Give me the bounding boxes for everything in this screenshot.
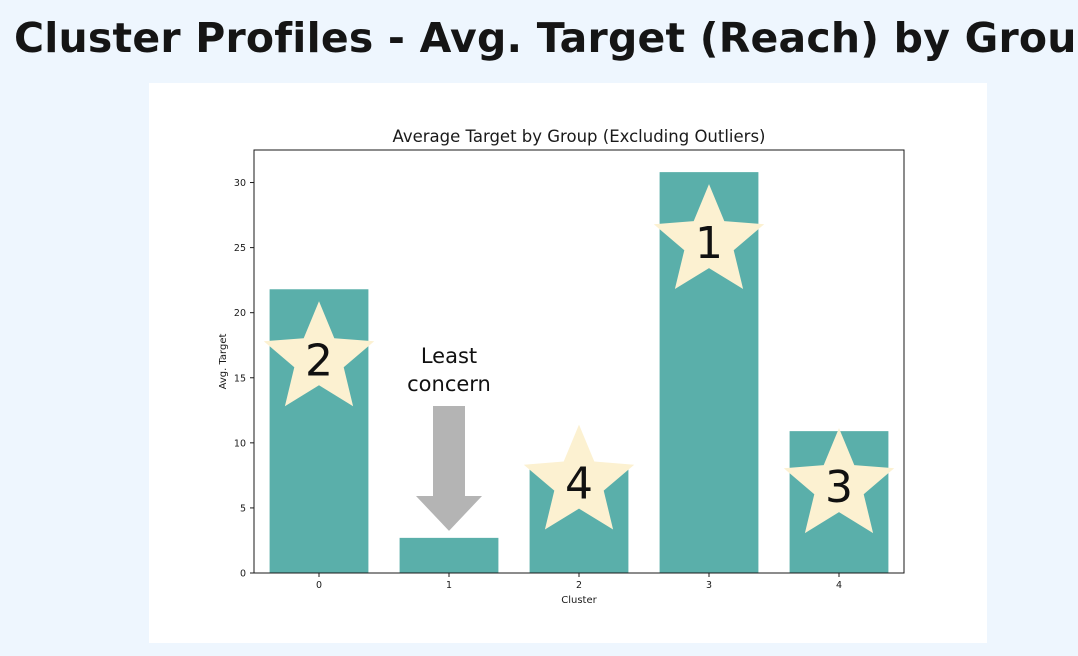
bars-layer: [269, 172, 889, 573]
rank-star-cluster-3: [653, 184, 765, 289]
rank-label-cluster-3: 1: [695, 218, 723, 269]
y-tick-label: 10: [234, 438, 246, 449]
y-tick-label: 20: [234, 308, 246, 319]
bar-chart: 2 4 1 3 Least concern 0 5 10 15 20 25 30 0 1 2 3 4 Avera…: [218, 127, 905, 606]
y-tick-label: 5: [240, 503, 246, 514]
x-tick-label: 0: [316, 580, 322, 591]
x-tick-label: 3: [706, 580, 712, 591]
x-axis-label: Cluster: [561, 595, 597, 606]
annotations-layer: 2 4 1 3 Least concern: [263, 184, 895, 534]
y-tick-label: 30: [234, 178, 246, 189]
slide-title: Cluster Profiles - Avg. Target (Reach) b…: [14, 14, 1078, 62]
down-arrow-icon: [416, 406, 482, 531]
y-tick-label: 15: [234, 373, 246, 384]
callout-text-line: concern: [407, 372, 491, 396]
y-axis-label: Avg. Target: [218, 334, 229, 390]
rank-star-cluster-0: [263, 301, 375, 407]
rank-label-cluster-2: 4: [565, 459, 593, 510]
rank-label-cluster-4: 3: [825, 462, 853, 513]
rank-star-cluster-2: [523, 424, 635, 530]
x-tick-label: 4: [836, 580, 842, 591]
axes-layer: 0 5 10 15 20 25 30 0 1 2 3 4: [234, 178, 842, 591]
rank-star-cluster-4: [783, 428, 895, 534]
x-tick-label: 2: [576, 580, 582, 591]
rank-label-cluster-0: 2: [305, 335, 333, 386]
x-tick-label: 1: [446, 580, 452, 591]
y-tick-label: 25: [234, 243, 246, 254]
callout-text-line: Least: [421, 344, 477, 368]
y-tick-label: 0: [240, 569, 246, 580]
chart-title: Average Target by Group (Excluding Outli…: [393, 127, 766, 146]
chart-panel: 2 4 1 3 Least concern 0 5 10 15 20 25 30 0 1 2 3 4 Avera…: [149, 83, 987, 643]
bar-cluster-1: [399, 537, 499, 573]
